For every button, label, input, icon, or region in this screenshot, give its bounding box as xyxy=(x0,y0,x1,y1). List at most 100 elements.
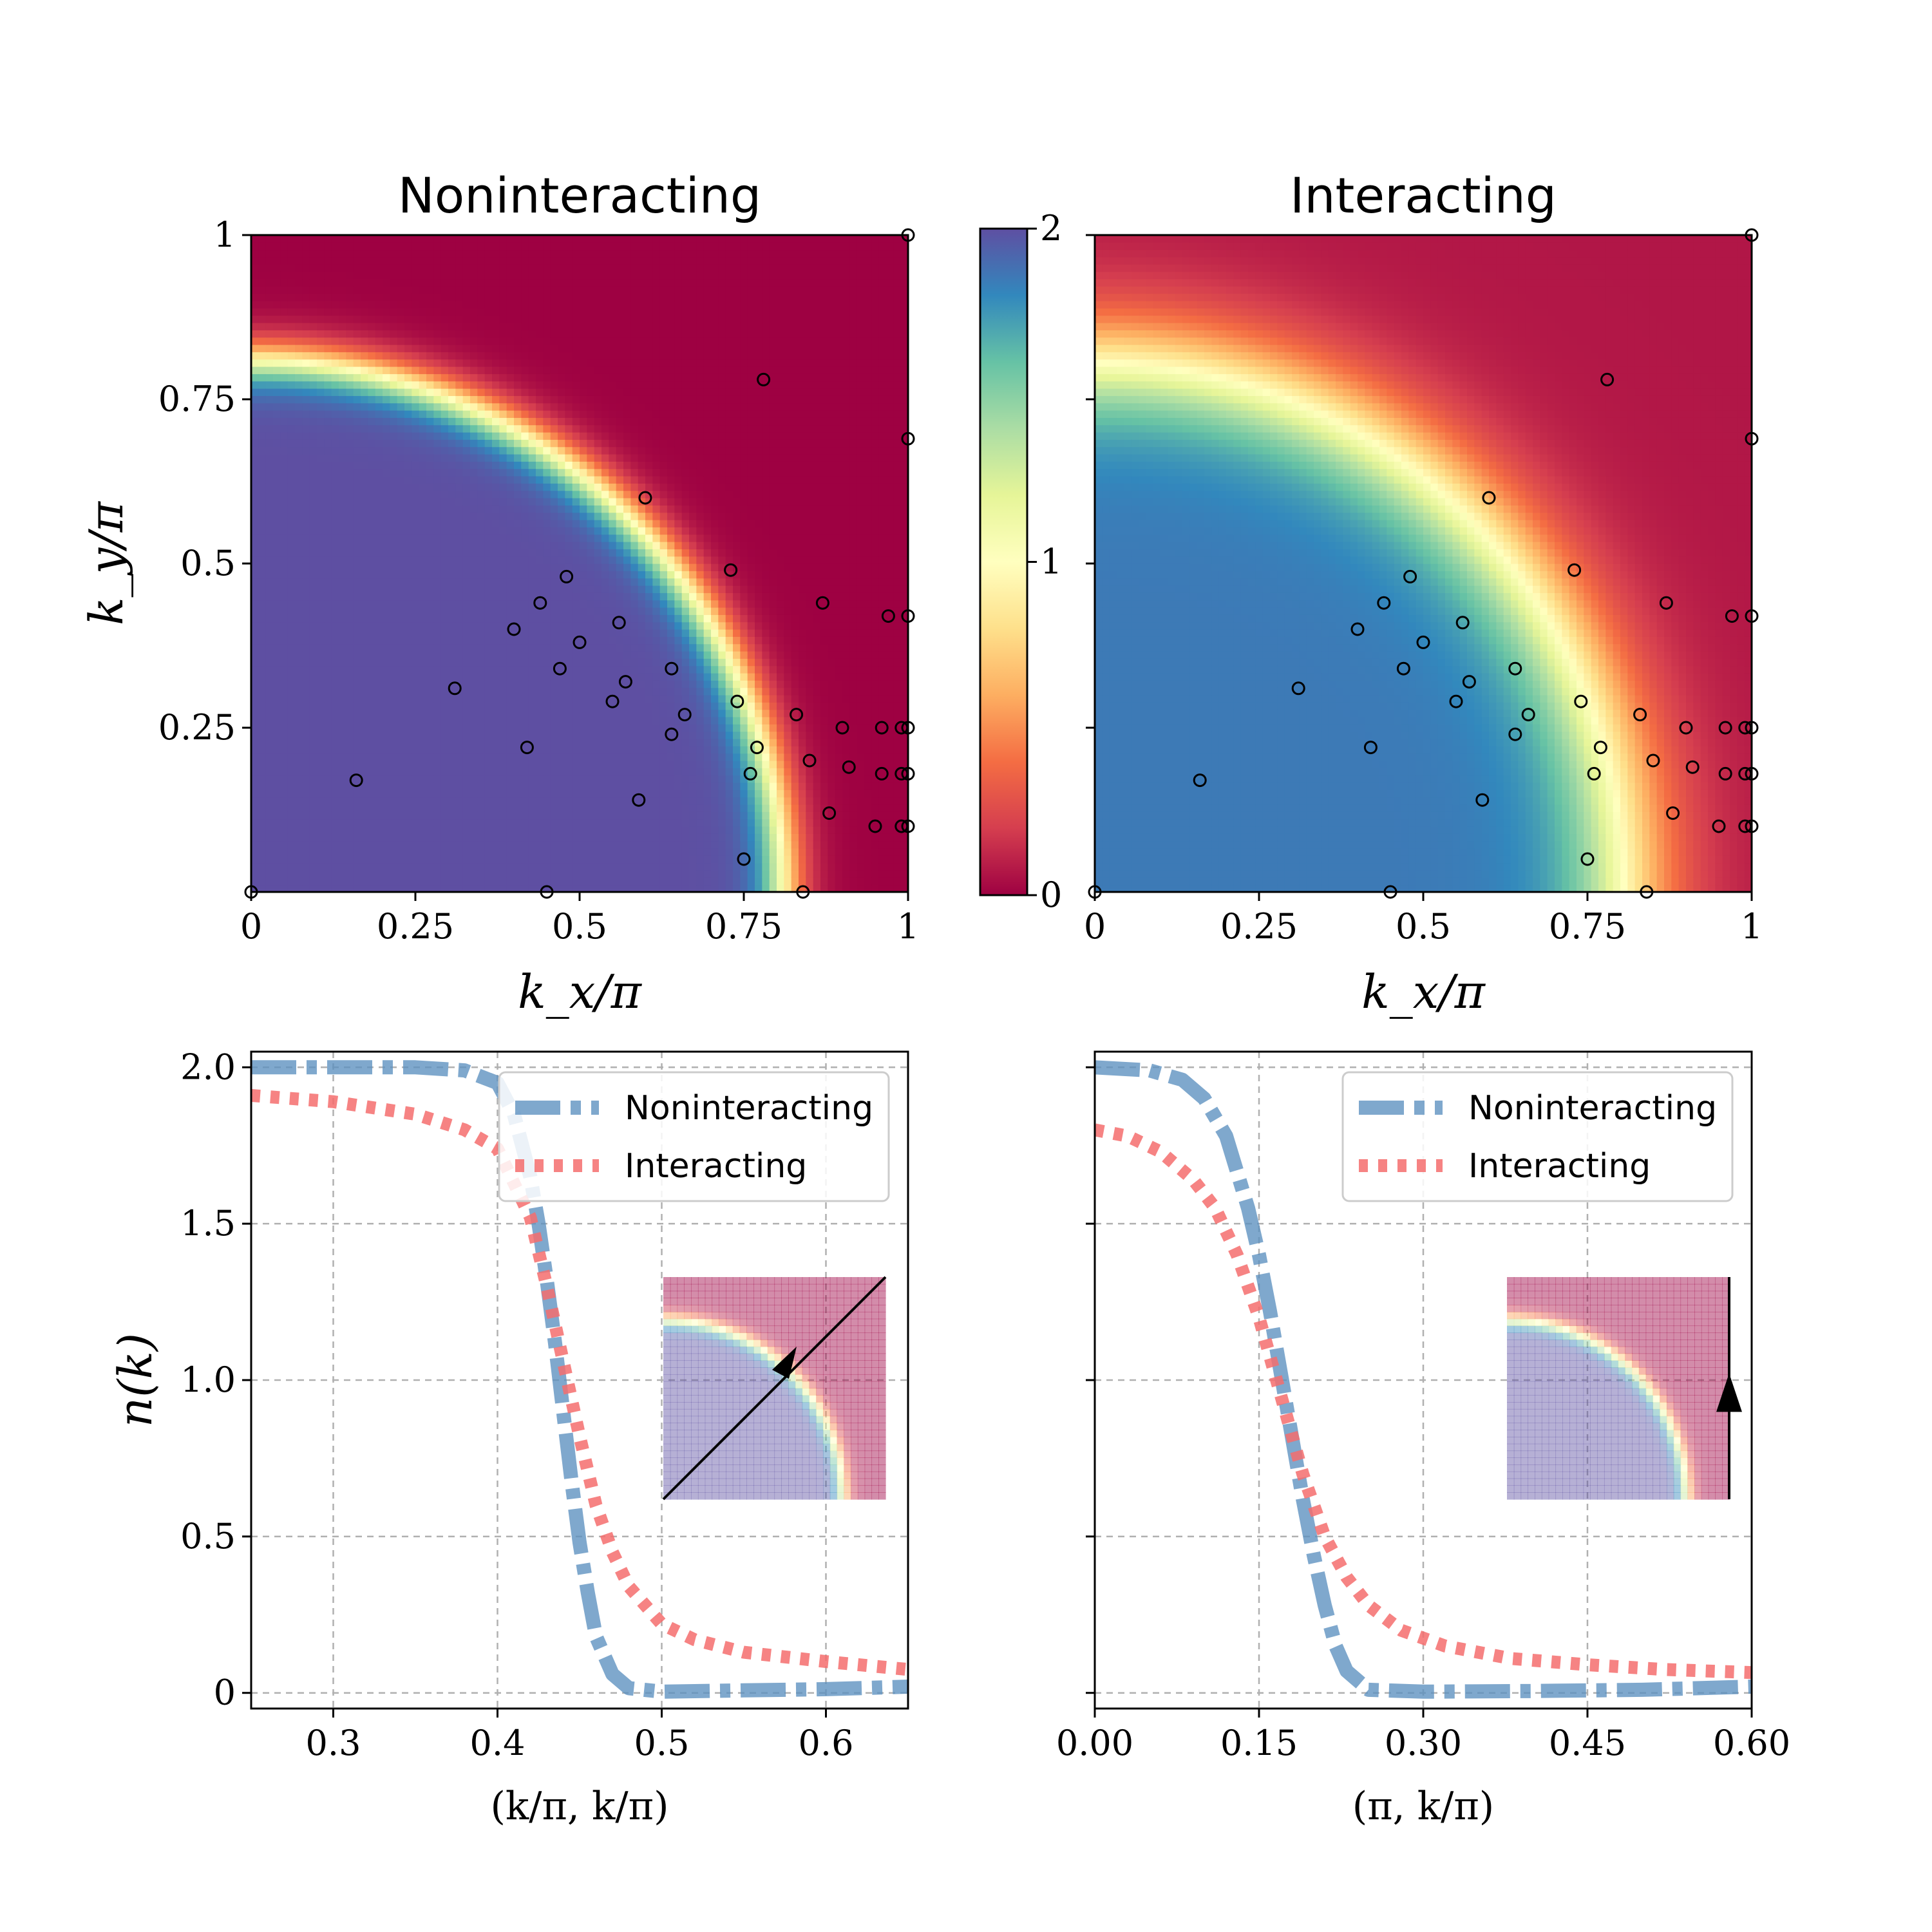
heatmap-cell xyxy=(470,717,478,724)
heatmap-cell xyxy=(630,388,639,396)
heatmap-cell xyxy=(361,483,368,491)
heatmap-cell xyxy=(587,687,595,696)
heatmap-cell xyxy=(317,651,325,659)
heatmap-cell xyxy=(455,739,464,746)
heatmap-cell xyxy=(280,826,289,834)
heatmap-cell xyxy=(492,446,500,455)
heatmap-cell xyxy=(426,512,434,520)
heatmap-cell xyxy=(536,578,544,586)
heatmap-cell xyxy=(361,600,368,608)
heatmap-cell xyxy=(550,578,558,586)
heatmap-cell xyxy=(536,345,544,352)
heatmap-cell xyxy=(302,775,310,783)
heatmap-cell xyxy=(324,446,332,455)
heatmap-cell xyxy=(470,468,478,477)
heatmap-cell xyxy=(521,564,529,571)
heatmap-cell xyxy=(616,687,624,696)
heatmap-cell xyxy=(361,680,368,688)
heatmap-cell xyxy=(638,454,646,462)
heatmap-cell xyxy=(404,870,412,878)
heatmap-cell xyxy=(265,542,274,549)
heatmap-cell xyxy=(317,621,325,630)
heatmap-cell xyxy=(572,621,580,630)
heatmap-cell xyxy=(558,665,565,674)
heatmap-cell xyxy=(412,833,420,842)
heatmap-cell xyxy=(623,279,631,287)
heatmap-cell xyxy=(258,542,267,549)
heatmap-cell xyxy=(543,271,551,279)
heatmap-cell xyxy=(368,410,376,418)
heatmap-cell xyxy=(587,264,595,272)
heatmap-cell xyxy=(484,366,493,374)
heatmap-cell xyxy=(506,877,515,886)
heatmap-cell xyxy=(609,811,617,820)
heatmap-cell xyxy=(572,600,580,608)
heatmap-cell xyxy=(331,862,339,871)
heatmap-cell xyxy=(470,790,478,798)
heatmap-cell xyxy=(594,381,602,389)
heatmap-cell xyxy=(383,651,390,659)
heatmap-cell xyxy=(477,687,486,696)
heatmap-cell xyxy=(580,410,587,418)
heatmap-cell xyxy=(580,527,587,535)
heatmap-cell xyxy=(390,739,398,746)
heatmap-cell xyxy=(528,374,536,382)
heatmap-cell xyxy=(455,410,464,418)
heatmap-cell xyxy=(317,330,325,338)
heatmap-cell xyxy=(324,848,332,856)
heatmap-cell xyxy=(492,797,500,805)
heatmap-cell xyxy=(630,446,639,455)
heatmap-cell xyxy=(397,614,405,623)
heatmap-cell xyxy=(572,366,580,374)
heatmap-cell xyxy=(550,709,558,717)
heatmap-cell xyxy=(594,520,602,527)
heatmap-cell xyxy=(440,702,449,710)
heatmap-cell xyxy=(506,279,515,287)
heatmap-cell xyxy=(638,621,646,630)
heatmap-cell xyxy=(492,476,500,484)
heatmap-cell xyxy=(287,505,296,513)
heatmap-cell xyxy=(295,724,303,732)
heatmap-cell xyxy=(331,264,339,272)
heatmap-cell xyxy=(375,337,383,345)
heatmap-cell xyxy=(630,556,639,564)
heatmap-cell xyxy=(477,483,486,491)
heatmap-cell xyxy=(324,454,332,462)
heatmap-cell xyxy=(251,483,259,491)
heatmap-cell xyxy=(433,717,442,724)
heatmap-cell xyxy=(521,381,529,389)
heatmap-cell xyxy=(565,549,573,557)
heatmap-cell xyxy=(565,249,573,258)
heatmap-cell xyxy=(251,249,259,258)
heatmap-cell xyxy=(317,323,325,330)
heatmap-cell xyxy=(287,739,296,746)
heatmap-cell xyxy=(484,345,493,352)
heatmap-cell xyxy=(390,556,398,564)
heatmap-cell xyxy=(470,848,478,856)
heatmap-cell xyxy=(638,330,646,338)
heatmap-cell xyxy=(346,614,354,623)
heatmap-cell xyxy=(368,271,376,279)
heatmap-cell xyxy=(470,826,478,834)
heatmap-cell xyxy=(550,271,558,279)
heatmap-cell xyxy=(419,826,427,834)
heatmap-cell xyxy=(440,308,449,316)
heatmap-cell xyxy=(346,279,354,287)
heatmap-cell xyxy=(353,840,361,849)
heatmap-cell xyxy=(484,374,493,382)
heatmap-cell xyxy=(440,271,449,279)
heatmap-cell xyxy=(492,731,500,739)
heatmap-cell xyxy=(528,352,536,360)
heatmap-cell xyxy=(361,527,368,535)
heatmap-cell xyxy=(558,717,565,724)
heatmap-cell xyxy=(412,395,420,404)
heatmap-cell xyxy=(397,257,405,265)
heatmap-cell xyxy=(317,446,325,455)
heatmap-cell xyxy=(616,395,624,404)
heatmap-cell xyxy=(521,330,529,338)
heatmap-cell xyxy=(265,804,274,812)
heatmap-cell xyxy=(317,819,325,827)
heatmap-cell xyxy=(499,556,507,564)
heatmap-cell xyxy=(426,848,434,856)
heatmap-cell xyxy=(616,855,624,864)
